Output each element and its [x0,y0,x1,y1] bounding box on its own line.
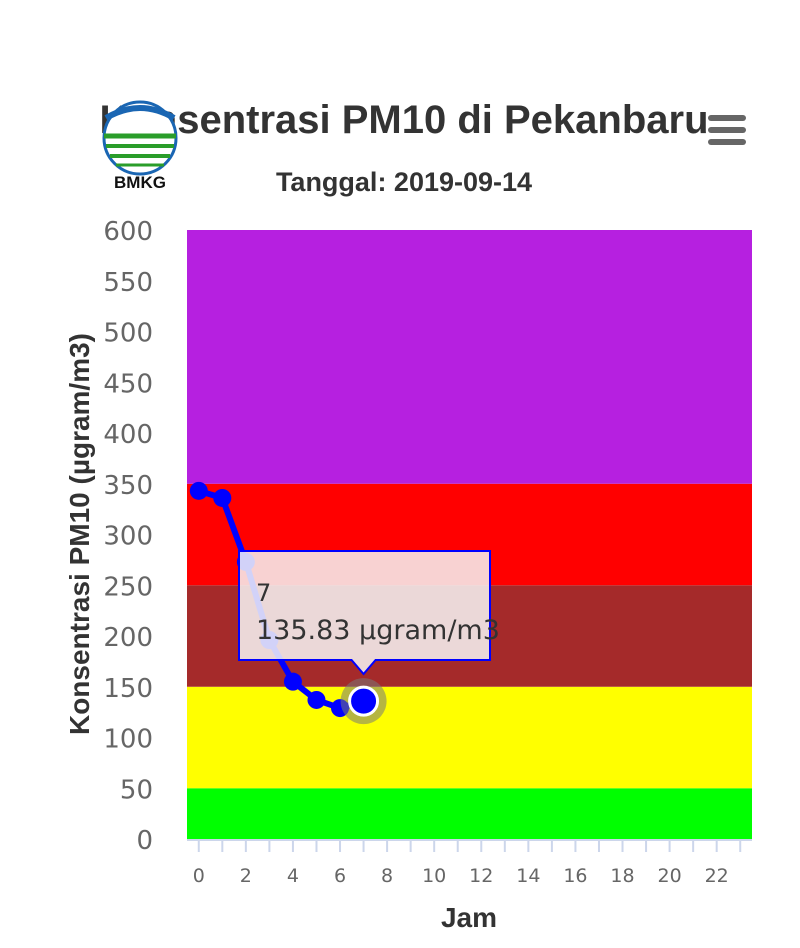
x-tick-label: 18 [610,865,634,887]
y-tick-label: 550 [103,268,153,298]
y-tick-label: 200 [103,623,153,653]
y-tick-label: 0 [136,826,153,856]
logo-text: BMKG [114,173,166,192]
y-axis-title: Konsentrasi PM10 (µgram/m3) [64,333,95,735]
data-point-highlighted[interactable] [348,685,380,717]
x-tick-label: 20 [658,865,682,887]
bmkg-logo: BMKG [102,100,178,192]
data-point[interactable] [189,481,208,500]
y-tick-label: 450 [103,369,153,399]
chart-title: Konsentrasi PM10 di Pekanbaru [99,98,708,142]
data-point[interactable] [307,690,326,709]
x-axis: 0 2 4 6 8 10 12 14 16 18 20 22 [187,839,752,887]
y-tick-label: 600 [103,217,153,247]
tooltip-x-label: 7 [256,579,271,607]
hamburger-menu-icon[interactable] [706,112,748,148]
tooltip-value-label: 135.83 µgram/m3 [256,615,500,646]
x-tick-label: 0 [193,865,205,887]
x-tick-label: 2 [240,865,252,887]
aqi-band-0 [187,788,752,839]
x-tick-label: 8 [381,865,393,887]
chart-subtitle: Tanggal: 2019-09-14 [276,167,532,197]
y-tick-label: 50 [120,775,153,805]
x-tick-label: 16 [563,865,587,887]
x-tick-label: 22 [705,865,729,887]
y-axis: 0 50 100 150 200 250 300 350 400 450 500 550 600 [103,217,153,856]
aqi-band-1 [187,686,752,789]
x-tick-label: 6 [334,865,346,887]
aqi-bands [187,230,752,839]
x-tick-label: 12 [469,865,493,887]
y-tick-label: 500 [103,319,153,349]
data-point[interactable] [283,672,302,691]
x-tick-label: 10 [422,865,446,887]
y-tick-label: 250 [103,572,153,602]
x-axis-title: Jam [441,902,497,933]
y-tick-label: 400 [103,420,153,450]
x-tick-label: 4 [287,865,299,887]
tooltip: 7 135.83 µgram/m3 [238,550,500,676]
x-tick-label: 14 [516,865,540,887]
y-tick-label: 300 [103,522,153,552]
y-tick-label: 100 [103,725,153,755]
data-point[interactable] [213,488,232,507]
aqi-band-4 [187,230,752,484]
y-tick-label: 150 [103,674,153,704]
y-tick-label: 350 [103,471,153,501]
